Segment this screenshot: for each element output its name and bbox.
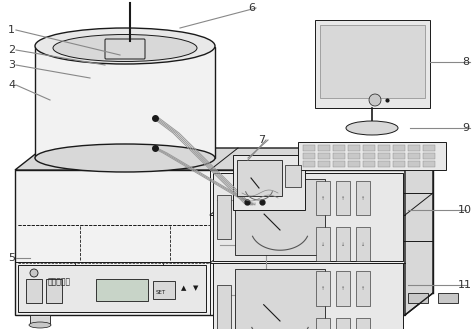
Bar <box>318 145 330 151</box>
Text: 9: 9 <box>462 123 469 133</box>
Bar <box>363 161 375 167</box>
FancyBboxPatch shape <box>105 39 145 59</box>
Text: 7: 7 <box>258 135 265 145</box>
Text: ▼: ▼ <box>193 285 199 291</box>
Text: ↓: ↓ <box>341 242 345 247</box>
Text: 1: 1 <box>8 25 15 35</box>
Bar <box>378 161 390 167</box>
Bar <box>363 153 375 159</box>
Bar <box>336 181 350 215</box>
Bar <box>423 161 435 167</box>
Bar <box>336 227 350 261</box>
Bar <box>348 153 360 159</box>
Polygon shape <box>405 148 433 315</box>
Bar <box>336 271 350 306</box>
Bar <box>363 145 375 151</box>
Bar <box>423 153 435 159</box>
Ellipse shape <box>29 322 51 328</box>
Bar <box>303 161 315 167</box>
Text: 3: 3 <box>8 60 15 70</box>
Text: ↓: ↓ <box>361 242 365 247</box>
Bar <box>356 227 370 261</box>
Text: 5: 5 <box>8 253 15 263</box>
Bar <box>333 153 345 159</box>
Ellipse shape <box>374 322 396 328</box>
Text: ↑: ↑ <box>321 196 325 201</box>
Bar <box>375 315 395 325</box>
Bar <box>333 161 345 167</box>
Bar <box>26 279 42 303</box>
Bar <box>235 179 325 255</box>
Bar <box>285 165 301 187</box>
Bar <box>153 281 175 299</box>
Text: ↑: ↑ <box>361 196 365 201</box>
Bar <box>316 271 330 306</box>
Bar <box>408 161 420 167</box>
Bar <box>316 181 330 215</box>
Ellipse shape <box>53 35 197 62</box>
Bar <box>18 265 206 312</box>
Bar <box>318 161 330 167</box>
Circle shape <box>369 94 381 106</box>
Bar <box>298 142 446 170</box>
Bar <box>348 145 360 151</box>
Bar <box>320 25 425 98</box>
Bar <box>316 227 330 261</box>
Bar <box>393 153 405 159</box>
Bar <box>318 153 330 159</box>
Bar <box>235 269 325 329</box>
Bar <box>408 293 428 303</box>
Bar <box>378 153 390 159</box>
Bar <box>356 181 370 215</box>
Ellipse shape <box>346 121 398 135</box>
Bar <box>336 318 350 329</box>
Bar <box>303 145 315 151</box>
Text: SET: SET <box>156 290 166 294</box>
Bar <box>15 170 405 315</box>
Text: ↑: ↑ <box>341 196 345 201</box>
Bar <box>316 318 330 329</box>
Text: ▲: ▲ <box>181 285 186 291</box>
Bar <box>96 279 148 301</box>
Text: ↓: ↓ <box>321 242 325 247</box>
Bar <box>408 145 420 151</box>
Text: ↑: ↑ <box>361 287 365 291</box>
Bar <box>393 161 405 167</box>
Text: 10: 10 <box>458 205 472 215</box>
Bar <box>303 153 315 159</box>
Bar <box>217 195 231 239</box>
Text: ↑: ↑ <box>341 287 345 291</box>
Text: 恒温水浴锅: 恒温水浴锅 <box>48 277 71 286</box>
Bar <box>333 145 345 151</box>
Ellipse shape <box>35 28 215 64</box>
Text: 11: 11 <box>458 280 472 290</box>
Ellipse shape <box>35 144 215 172</box>
Text: 6: 6 <box>248 3 255 13</box>
Text: 8: 8 <box>462 57 469 67</box>
Bar <box>315 20 430 108</box>
Bar <box>217 285 231 329</box>
Bar <box>237 160 282 196</box>
Bar <box>348 161 360 167</box>
Polygon shape <box>15 148 433 170</box>
Circle shape <box>30 269 38 277</box>
Bar <box>423 145 435 151</box>
Bar <box>30 315 50 325</box>
Bar <box>378 145 390 151</box>
Bar <box>438 293 458 303</box>
Bar <box>356 271 370 306</box>
Bar <box>213 173 403 261</box>
Bar <box>35 47 215 158</box>
Bar <box>213 263 403 329</box>
Text: 4: 4 <box>8 80 15 90</box>
Bar <box>356 318 370 329</box>
Text: 2: 2 <box>8 45 15 55</box>
Bar <box>46 279 62 303</box>
Text: ↑: ↑ <box>321 287 325 291</box>
Bar <box>408 153 420 159</box>
Bar <box>233 155 305 210</box>
Bar <box>393 145 405 151</box>
